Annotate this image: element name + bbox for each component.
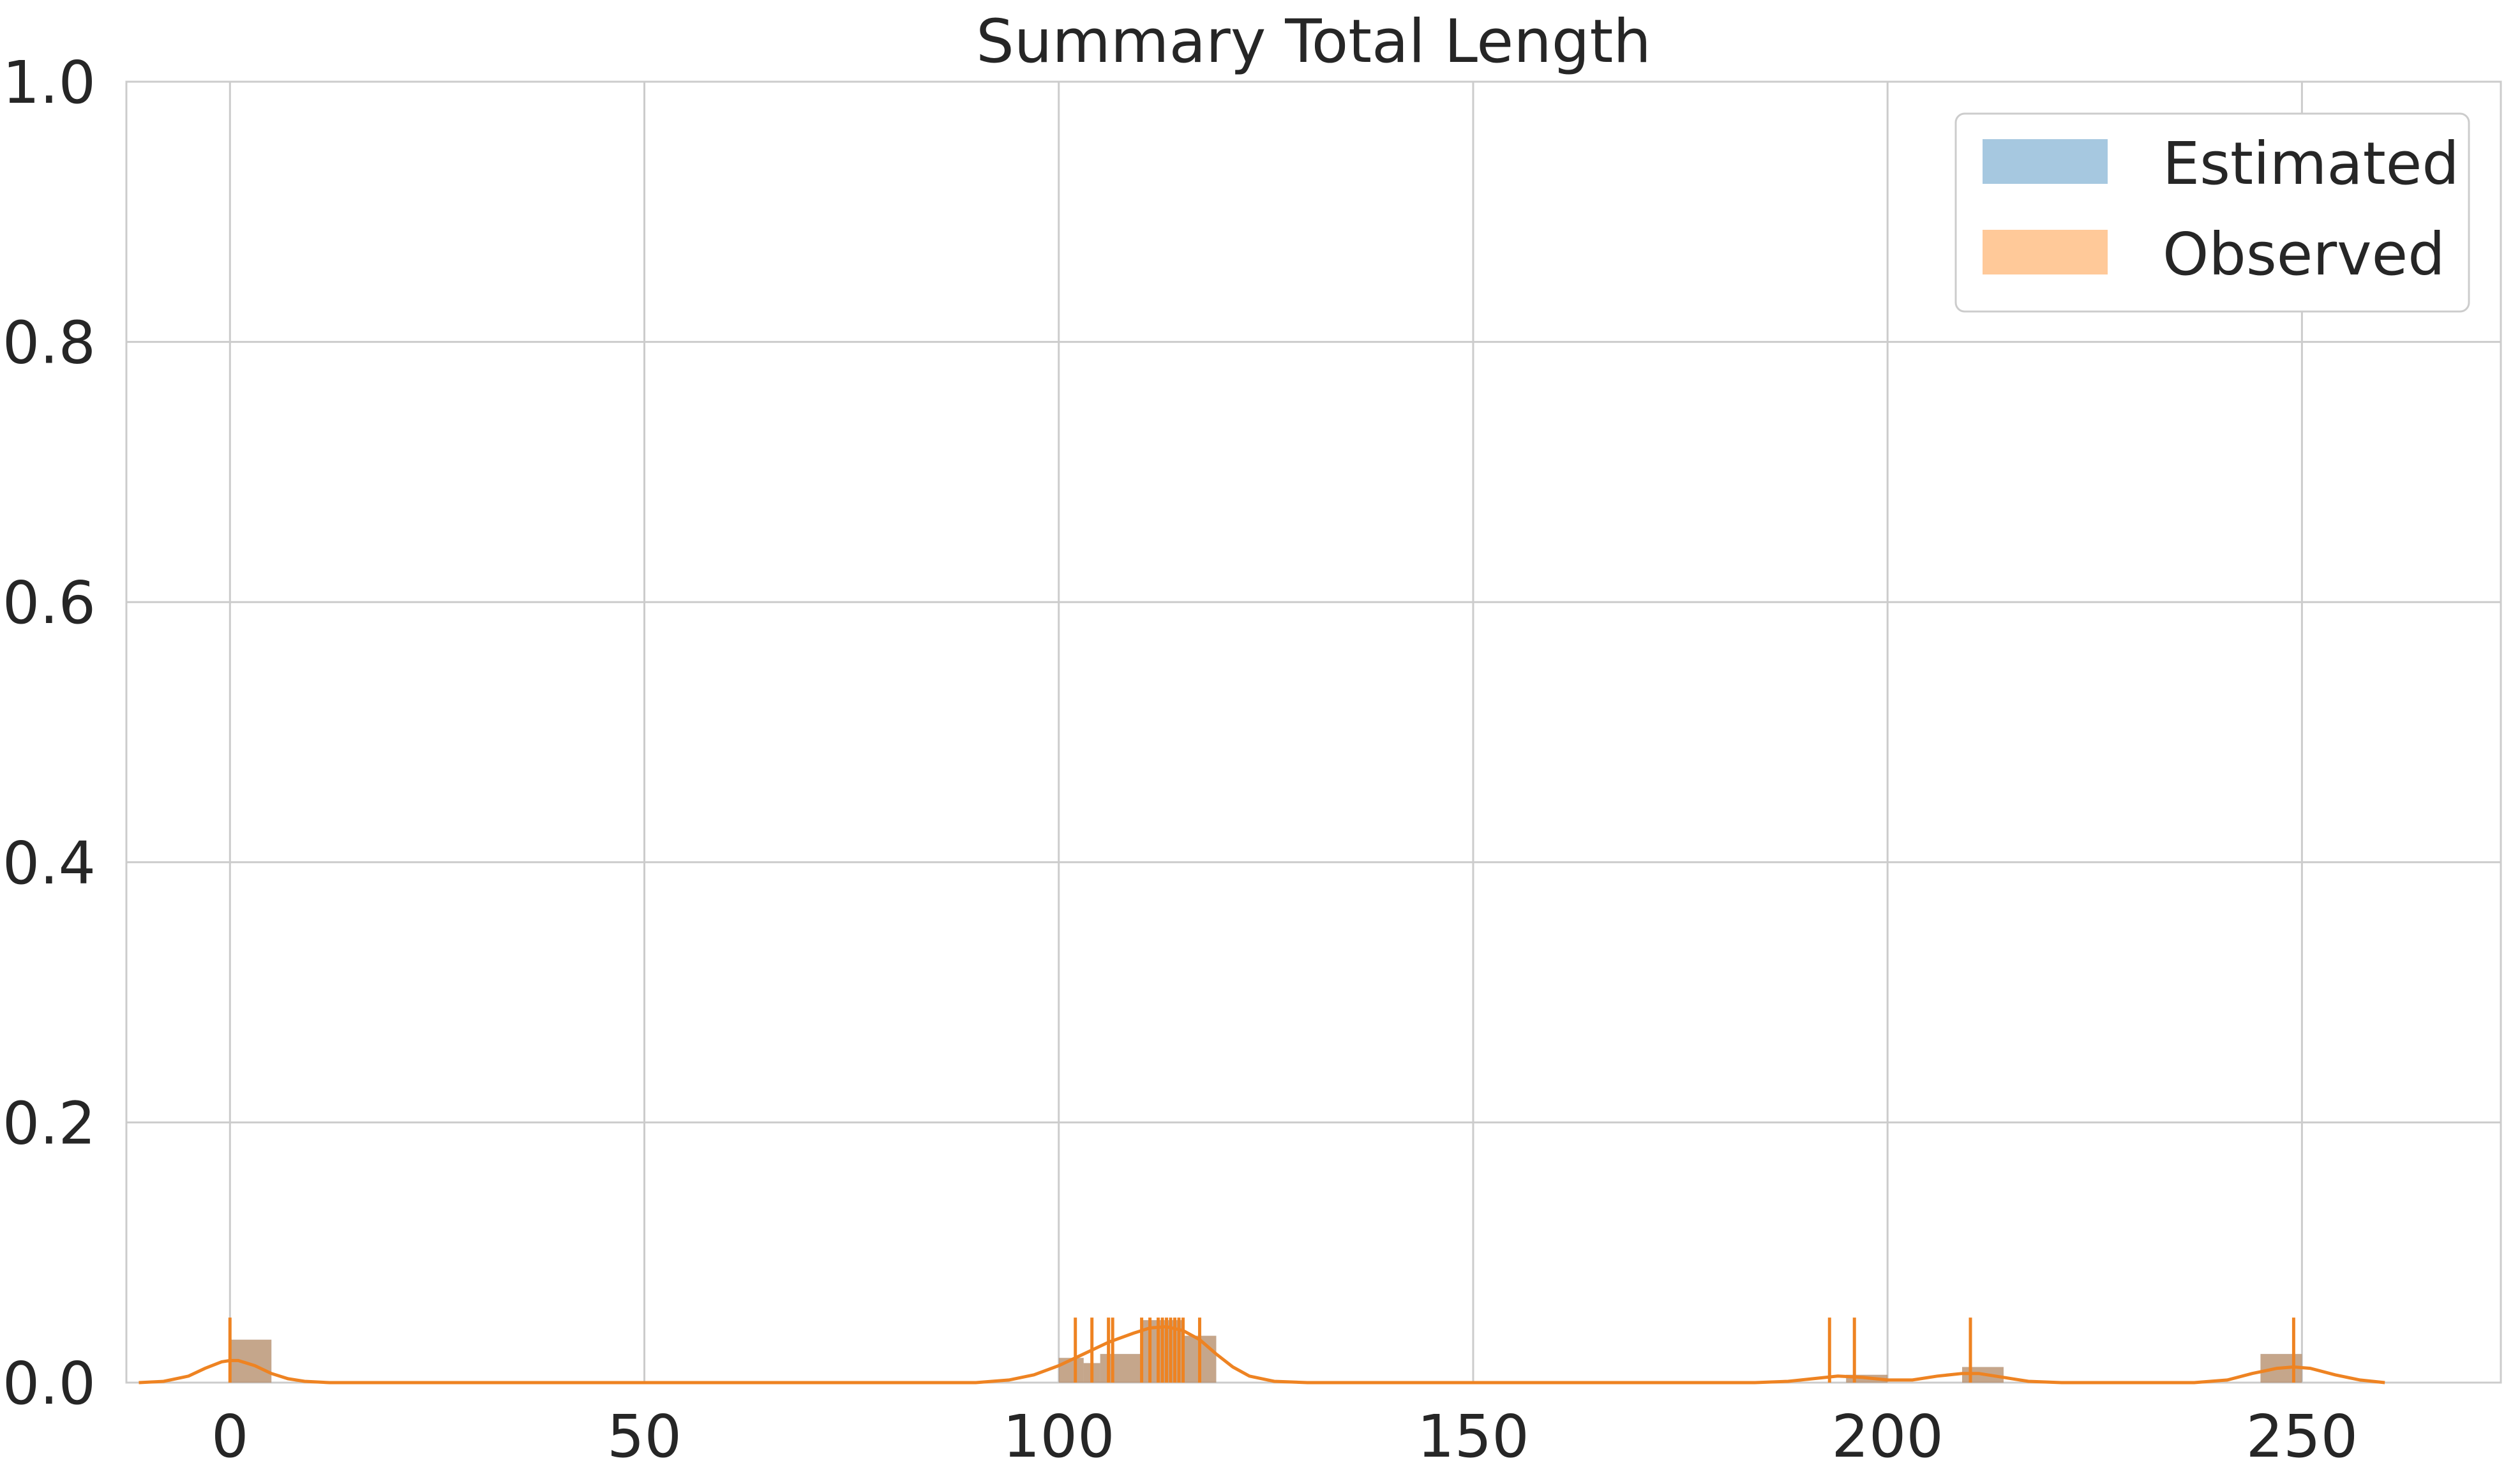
x-tick-label: 150 xyxy=(1417,1402,1529,1471)
legend-label-observed: Observed xyxy=(2163,220,2445,289)
y-tick-label: 0.6 xyxy=(3,569,96,637)
y-tick-label: 0.2 xyxy=(3,1089,96,1157)
x-tick-label: 50 xyxy=(607,1402,682,1471)
x-tick-label: 100 xyxy=(1003,1402,1115,1471)
legend-label-estimated: Estimated xyxy=(2163,130,2459,198)
histogram-bar-observed xyxy=(1100,1354,1142,1383)
legend-swatch-observed xyxy=(1983,230,2108,274)
y-tick-label: 0.0 xyxy=(3,1349,96,1418)
x-tick-label: 0 xyxy=(211,1402,249,1471)
y-tick-label: 0.8 xyxy=(3,309,96,377)
histogram-bars xyxy=(230,1320,2302,1383)
x-tick-label: 200 xyxy=(1831,1402,1944,1471)
x-tick-label: 250 xyxy=(2246,1402,2359,1471)
y-tick-label: 1.0 xyxy=(3,49,96,117)
legend-swatch-estimated xyxy=(1983,139,2108,184)
x-axis-ticks: 0 50 100 150 200 250 xyxy=(211,1402,2358,1471)
kde-curve-observed xyxy=(139,1325,2385,1385)
y-axis-ticks: 0.0 0.2 0.4 0.6 0.8 1.0 xyxy=(3,49,96,1418)
chart-title: Summary Total Length xyxy=(976,7,1651,77)
legend: Estimated Observed xyxy=(1954,112,2470,313)
y-tick-label: 0.4 xyxy=(3,829,96,897)
